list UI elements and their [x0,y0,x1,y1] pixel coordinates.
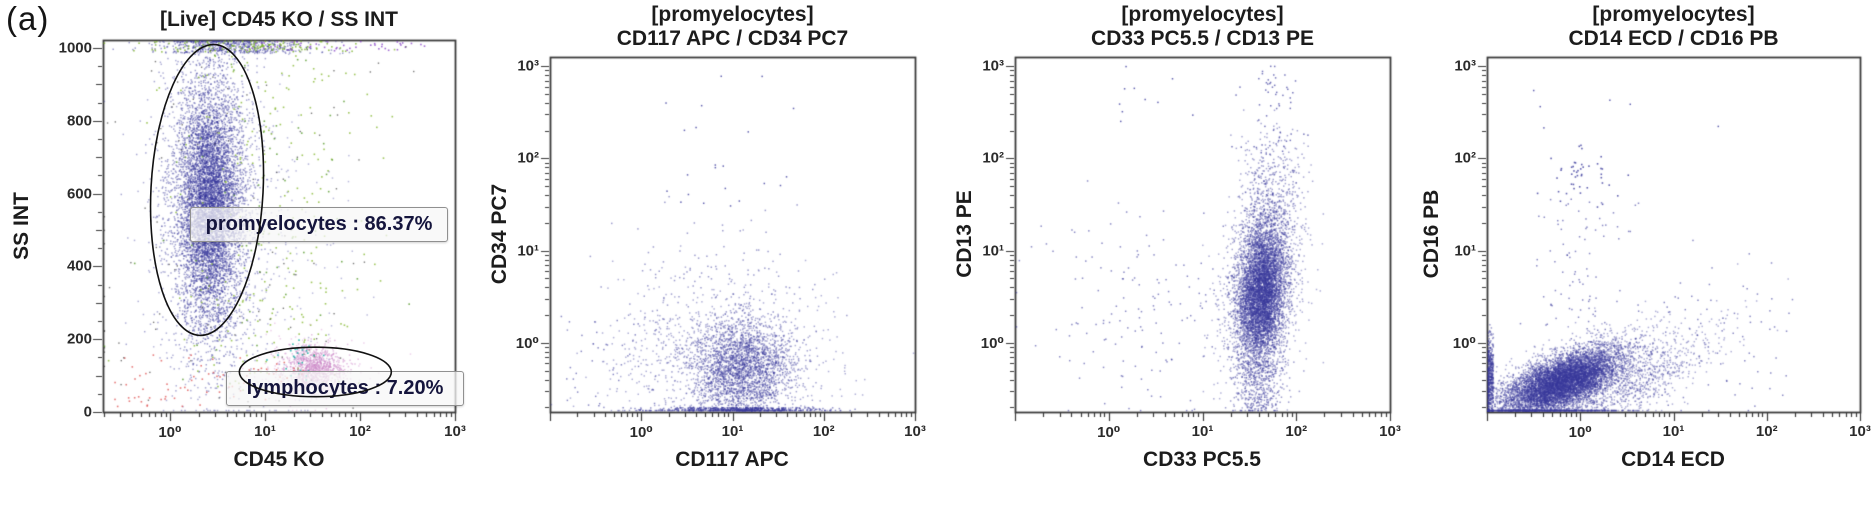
y-tick-label: 200 [66,330,92,348]
plot2-x-axis-label: CD117 APC [675,448,789,471]
y-tick-label: 10² [1454,149,1476,167]
y-tick-label: 10¹ [1454,242,1476,260]
plot2-title-line2: CD117 APC / CD34 PC7 [616,27,849,50]
x-tick-label: 10³ [1379,423,1401,440]
plot1-y-axis-label: SS INT [10,192,33,260]
plot4-title: [promyelocytes] CD14 ECD / CD16 PB [1487,3,1860,51]
plot3-title-line2: CD33 PC5.5 / CD13 PE [1091,27,1314,50]
y-tick-label: 10⁰ [1452,334,1476,352]
y-tick-label: 10⁰ [515,334,539,352]
y-tick-label: 10¹ [517,242,539,260]
x-tick-label: 10² [1285,423,1308,440]
x-tick-label: 10² [812,423,835,440]
plot1-x-axis-label: CD45 KO [233,448,325,471]
x-tick-label: 10¹ [254,423,276,440]
x-tick-label: 10⁰ [1568,424,1592,441]
panel-label: (a) [6,0,50,37]
plot2-y-axis-label: CD34 PC7 [488,183,511,285]
plot1-title: [Live] CD45 KO / SS INT [159,8,399,31]
x-tick-label: 10¹ [1191,423,1214,440]
plot2-title: [promyelocytes] CD117 APC / CD34 PC7 [550,3,915,51]
gate-label-lymphocytes: lymphocytes : 7.20% [226,371,464,406]
plot4-y-axis-label: CD16 PB [1420,189,1443,279]
y-tick-label: 10³ [982,57,1004,75]
plot4-x-axis-label: CD14 ECD [1621,448,1725,471]
x-tick-label: 10⁰ [1097,424,1121,441]
plot4-title-line1: [promyelocytes] [1592,3,1755,26]
x-tick-label: 10⁰ [158,424,182,441]
plot3-x-axis-label: CD33 PC5.5 [1143,448,1261,471]
plot2-title-line1: [promyelocytes] [651,3,814,26]
x-tick-label: 10¹ [721,423,744,440]
x-tick-label: 10³ [444,423,466,440]
plot3-title-line1: [promyelocytes] [1121,3,1284,26]
x-tick-label: 10⁰ [629,424,653,441]
plot3-title: [promyelocytes] CD33 PC5.5 / CD13 PE [1015,3,1390,51]
plot3-y-axis-label: CD13 PE [953,190,976,278]
y-tick-label: 10¹ [982,242,1004,260]
y-tick-label: 10⁰ [980,334,1004,352]
y-tick-label: 800 [66,112,92,130]
y-tick-label: 600 [66,185,92,203]
y-tick-label: 10² [517,149,539,167]
x-tick-label: 10¹ [1662,423,1685,440]
x-tick-label: 10³ [1849,423,1871,440]
gate-label-promyelocytes: promyelocytes : 86.37% [190,207,448,242]
y-tick-label: 10³ [517,57,539,75]
y-tick-label: 400 [66,257,92,275]
x-tick-label: 10³ [904,423,926,440]
y-tick-label: 10³ [1454,57,1476,75]
y-tick-label: 10² [982,149,1004,167]
x-tick-label: 10² [349,423,371,440]
plot4-title-line2: CD14 ECD / CD16 PB [1568,27,1779,50]
y-tick-label: 0 [83,403,92,421]
x-tick-label: 10² [1755,423,1778,440]
y-tick-label: 1000 [58,39,92,57]
